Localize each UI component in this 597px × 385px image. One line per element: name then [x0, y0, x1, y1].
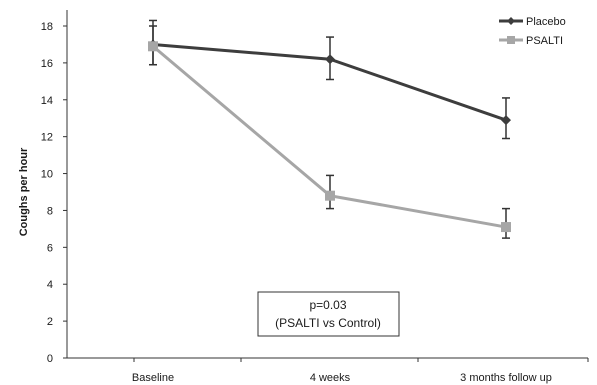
- x-tick-label: Baseline: [132, 372, 174, 384]
- y-tick-label: 8: [47, 205, 53, 217]
- annotation-box: p=0.03 (PSALTI vs Control): [257, 291, 400, 337]
- y-tick-label: 6: [47, 242, 53, 254]
- data-point: [148, 41, 158, 52]
- legend-label: PSALTI: [526, 35, 563, 47]
- y-tick-label: 2: [47, 316, 53, 328]
- y-tick-label: 12: [41, 132, 53, 144]
- series-layer: [148, 19, 511, 239]
- axes: [66, 10, 588, 359]
- x-ticks: Baseline 4 weeks 3 months follow up: [132, 358, 589, 384]
- series-placebo: [148, 19, 511, 140]
- y-tick-label: 18: [41, 21, 53, 33]
- y-tick-label: 4: [47, 279, 53, 291]
- data-point: [501, 222, 511, 233]
- y-tick-label: 10: [41, 169, 53, 181]
- y-tick-label: 14: [41, 95, 53, 107]
- x-tick-label: 3 months follow up: [460, 372, 552, 384]
- legend-item: PSALTI: [499, 35, 563, 47]
- data-point: [501, 115, 511, 126]
- legend-label: Placebo: [526, 16, 566, 28]
- data-point: [325, 54, 335, 65]
- legend-marker: [507, 17, 515, 25]
- x-tick-label: 4 weeks: [310, 372, 351, 384]
- y-ticks: 0 2 4 6 8 10 12 14 16 18: [41, 21, 67, 365]
- y-tick-label: 0: [47, 353, 53, 365]
- data-point: [325, 190, 335, 201]
- annotation-border: [257, 291, 400, 337]
- legend-item: Placebo: [499, 16, 566, 28]
- legend: Placebo PSALTI: [499, 16, 566, 47]
- y-axis-title: Coughs per hour: [18, 147, 30, 236]
- legend-marker: [507, 36, 515, 44]
- annotation-pvalue: p=0.03: [309, 298, 346, 312]
- series-psalti: [148, 25, 511, 239]
- annotation-comparison: (PSALTI vs Control): [275, 316, 381, 330]
- y-tick-label: 16: [41, 58, 53, 70]
